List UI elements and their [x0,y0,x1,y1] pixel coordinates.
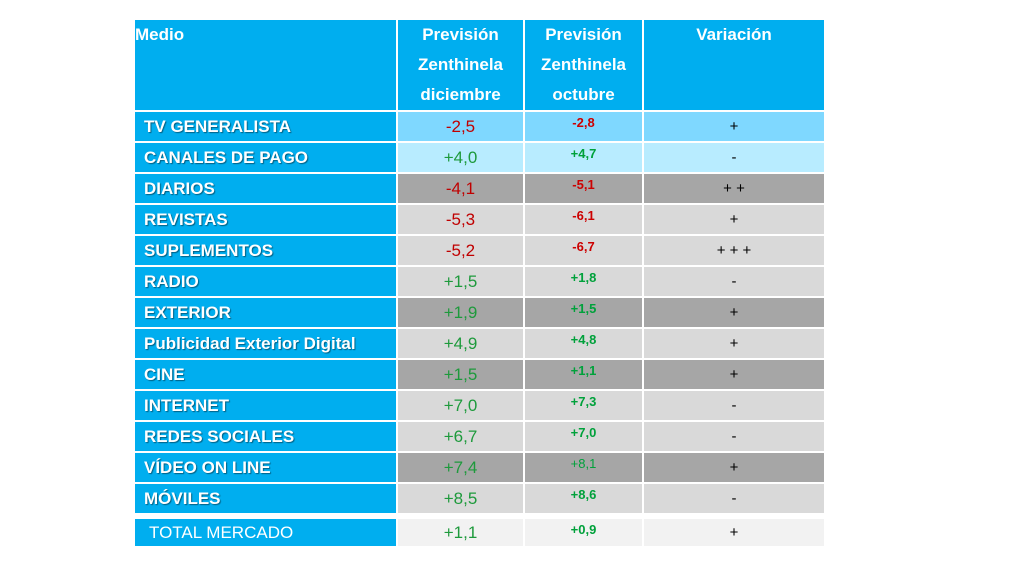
dic-value: +1,5 [398,267,525,298]
oct-value: +1,5 [525,298,644,329]
oct-value: +4,8 [525,329,644,360]
medio-cell: VÍDEO ON LINE [135,453,398,484]
variacion-value: - [644,422,826,453]
header-medio: Medio [135,20,398,112]
dic-value: +4,0 [398,143,525,174]
table-row: CINE +1,5 +1,1 + [135,360,826,391]
table-row: REDES SOCIALES +6,7 +7,0 - [135,422,826,453]
medio-cell: REDES SOCIALES [135,422,398,453]
oct-value: +7,0 [525,422,644,453]
table-row: SUPLEMENTOS -5,2 -6,7 + + + [135,236,826,267]
dic-value: +4,9 [398,329,525,360]
variacion-value: + [644,329,826,360]
variacion-value: + + + [644,236,826,267]
variacion-value: - [644,267,826,298]
variacion-value: + [644,298,826,329]
table-row: CANALES DE PAGO +4,0 +4,7 - [135,143,826,174]
medio-cell: DIARIOS [135,174,398,205]
dic-value: +6,7 [398,422,525,453]
oct-value: -2,8 [525,112,644,143]
medio-cell: SUPLEMENTOS [135,236,398,267]
dic-value: -5,2 [398,236,525,267]
table-row: Publicidad Exterior Digital +4,9 +4,8 + [135,329,826,360]
table-row: INTERNET +7,0 +7,3 - [135,391,826,422]
dic-value: +1,9 [398,298,525,329]
medio-cell: TV GENERALISTA [135,112,398,143]
table-row: REVISTAS -5,3 -6,1 + [135,205,826,236]
variacion-value: + [644,112,826,143]
medio-cell: Publicidad Exterior Digital [135,329,398,360]
variacion-value: - [644,484,826,515]
table-row: RADIO +1,5 +1,8 - [135,267,826,298]
oct-value: -6,7 [525,236,644,267]
variacion-value: - [644,391,826,422]
variacion-value: - [644,143,826,174]
oct-value: +7,3 [525,391,644,422]
oct-value: +1,1 [525,360,644,391]
variacion-value: + [644,360,826,391]
oct-value: -6,1 [525,205,644,236]
oct-value: -5,1 [525,174,644,205]
total-oct-value: +0,9 [525,515,644,548]
medio-cell: CANALES DE PAGO [135,143,398,174]
total-row: TOTAL MERCADO +1,1 +0,9 + [135,515,826,548]
table-row: TV GENERALISTA -2,5 -2,8 + [135,112,826,143]
dic-value: +7,0 [398,391,525,422]
table-row: EXTERIOR +1,9 +1,5 + [135,298,826,329]
header-variacion: Variación [644,20,826,112]
table-row: MÓVILES +8,5 +8,6 - [135,484,826,515]
total-label: TOTAL MERCADO [135,515,398,548]
dic-value: +8,5 [398,484,525,515]
dic-value: +1,5 [398,360,525,391]
table-row: DIARIOS -4,1 -5,1 + + [135,174,826,205]
dic-value: -5,3 [398,205,525,236]
variacion-value: + + [644,174,826,205]
variacion-value: + [644,453,826,484]
medio-cell: INTERNET [135,391,398,422]
table-header-row: Medio Previsión Zenthinela diciembre Pre… [135,20,826,112]
total-variacion-value: + [644,515,826,548]
header-prevision-diciembre: Previsión Zenthinela diciembre [398,20,525,112]
dic-value: -2,5 [398,112,525,143]
oct-value: +8,6 [525,484,644,515]
media-forecast-table: Medio Previsión Zenthinela diciembre Pre… [135,20,826,548]
oct-value: +4,7 [525,143,644,174]
medio-cell: CINE [135,360,398,391]
medio-cell: REVISTAS [135,205,398,236]
dic-value: +7,4 [398,453,525,484]
oct-value: +1,8 [525,267,644,298]
medio-cell: MÓVILES [135,484,398,515]
oct-value: +8,1 [525,453,644,484]
table-row: VÍDEO ON LINE +7,4 +8,1 + [135,453,826,484]
total-dic-value: +1,1 [398,515,525,548]
dic-value: -4,1 [398,174,525,205]
medio-cell: RADIO [135,267,398,298]
variacion-value: + [644,205,826,236]
header-prevision-octubre: Previsión Zenthinela octubre [525,20,644,112]
medio-cell: EXTERIOR [135,298,398,329]
